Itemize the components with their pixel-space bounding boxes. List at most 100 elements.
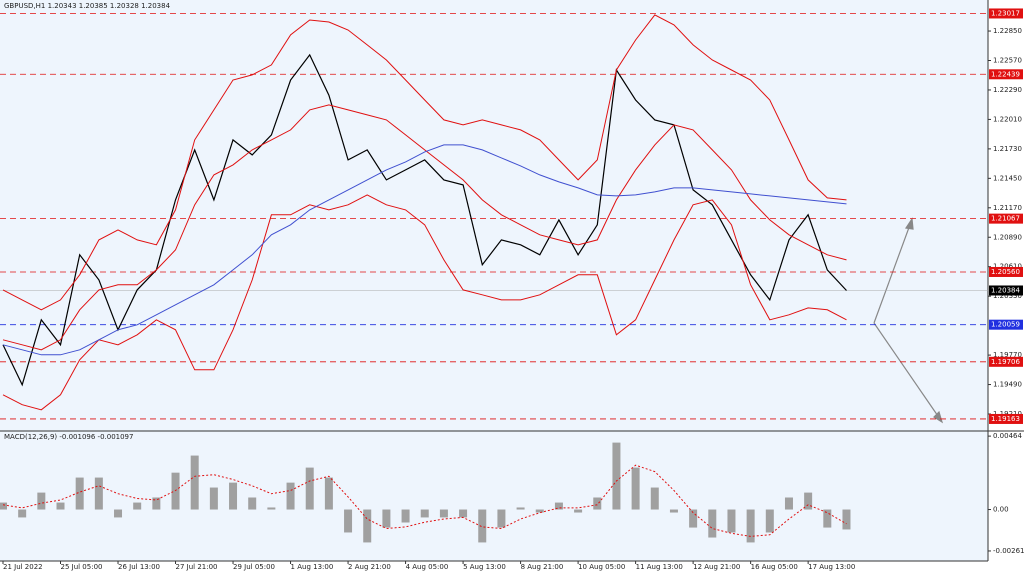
histogram-bar [708, 509, 717, 538]
histogram-bar [804, 492, 813, 510]
histogram-bar [152, 497, 161, 510]
x-tick-label: 1 Aug 13:00 [291, 563, 334, 571]
x-tick-label: 11 Aug 13:00 [636, 563, 683, 571]
histogram-bar [56, 502, 65, 510]
histogram-bar [94, 477, 103, 510]
series-line [2, 194, 847, 411]
y-tick-label: 1.20890 [993, 233, 1022, 241]
histogram-bar [133, 502, 142, 510]
y-tick-label: 1.21730 [993, 145, 1022, 153]
histogram-bar [286, 482, 295, 510]
x-tick-label: 25 Jul 05:00 [61, 563, 103, 571]
histogram-bar [37, 492, 46, 510]
y-tick-label: 1.22290 [993, 86, 1022, 94]
x-tick-label: 16 Aug 05:00 [751, 563, 798, 571]
y-tick-label: 1.19770 [993, 351, 1022, 359]
histogram-bar [190, 455, 199, 510]
x-tick-label: 12 Aug 21:00 [693, 563, 740, 571]
histogram-bar [650, 487, 659, 510]
level-label-box [989, 213, 1023, 224]
histogram-bar [535, 509, 544, 513]
histogram-bar [229, 482, 238, 510]
level-label: 1.22439 [991, 70, 1020, 78]
histogram-bar [439, 509, 448, 518]
y-tick-label: 1.21450 [993, 174, 1022, 182]
histogram-bar [324, 477, 333, 510]
macd-title: MACD(12,26,9) -0.001096 -0.001097 [4, 433, 133, 441]
histogram-bar [727, 509, 736, 533]
level-label: 1.19163 [991, 415, 1020, 423]
histogram-bar [209, 487, 218, 510]
histogram-bar [497, 509, 506, 528]
level-label: 1.19706 [991, 358, 1020, 366]
y-tick-label: 0.00 [993, 506, 1009, 514]
histogram-bar [420, 509, 429, 518]
plot-background [0, 0, 988, 561]
last-price-box [989, 285, 1023, 296]
x-tick-label: 26 Jul 13:00 [118, 563, 160, 571]
y-tick-label: 1.19490 [993, 381, 1022, 389]
histogram-bar [612, 442, 621, 510]
x-tick-label: 2 Aug 21:00 [348, 563, 391, 571]
histogram-bar [171, 472, 180, 510]
level-label-box [989, 413, 1023, 424]
level-label-box [989, 319, 1023, 330]
histogram-bar [593, 497, 602, 510]
y-tick-label: 1.22850 [993, 27, 1022, 35]
x-tick-label: 4 Aug 05:00 [406, 563, 449, 571]
chart-title: GBPUSD,H1 1.20343 1.20385 1.20328 1.2038… [4, 2, 171, 10]
x-tick-label: 17 Aug 13:00 [808, 563, 855, 571]
x-tick-label: 21 Jul 2022 [3, 563, 43, 571]
y-tick-label: 0.00464 [993, 432, 1022, 440]
series-line [2, 53, 847, 387]
histogram-bar [267, 507, 276, 510]
x-tick-label: 5 Aug 13:00 [463, 563, 506, 571]
level-label: 1.20059 [991, 321, 1020, 329]
series-line [2, 144, 847, 356]
histogram-bar [784, 497, 793, 510]
histogram-bar [574, 509, 583, 513]
series-line [2, 104, 847, 351]
level-label: 1.20560 [991, 268, 1020, 276]
y-tick-label: -0.002619 [993, 547, 1024, 555]
histogram-bar [669, 509, 678, 513]
y-tick-label: 1.21170 [993, 204, 1022, 212]
level-label-box [989, 69, 1023, 80]
histogram-bar [305, 467, 314, 510]
histogram-bar [554, 502, 563, 510]
histogram-bar [842, 509, 851, 530]
histogram-bar [382, 509, 391, 528]
x-tick-label: 27 Jul 21:00 [176, 563, 218, 571]
level-label: 1.23017 [991, 9, 1020, 17]
series-line [2, 14, 847, 311]
y-tick-label: 1.20330 [993, 292, 1022, 300]
level-label-box [989, 8, 1023, 19]
x-tick-label: 29 Jul 05:00 [233, 563, 275, 571]
x-tick-label: 10 Aug 05:00 [578, 563, 625, 571]
histogram-bar [746, 509, 755, 543]
histogram-bar [75, 477, 84, 510]
y-tick-label: 1.22570 [993, 57, 1022, 65]
histogram-bar [363, 509, 372, 543]
histogram-bar [689, 509, 698, 528]
histogram-bar [516, 507, 525, 510]
histogram-bar [631, 467, 640, 510]
x-tick-label: 8 Aug 21:00 [521, 563, 564, 571]
level-label-box [989, 356, 1023, 367]
histogram-bar [401, 509, 410, 523]
histogram-bar [0, 502, 7, 510]
histogram-bar [823, 509, 832, 528]
histogram-bar [114, 509, 123, 518]
level-label: 1.21067 [991, 215, 1020, 223]
histogram-bar [344, 509, 353, 533]
y-tick-label: 1.22010 [993, 115, 1022, 123]
level-label-box [989, 266, 1023, 277]
histogram-bar [459, 509, 468, 518]
histogram-bar [765, 509, 774, 533]
last-price-label: 1.20384 [991, 286, 1020, 294]
histogram-bar [18, 509, 27, 518]
projection-arrows [873, 217, 944, 424]
histogram-bar [248, 497, 257, 510]
histogram-bar [478, 509, 487, 543]
